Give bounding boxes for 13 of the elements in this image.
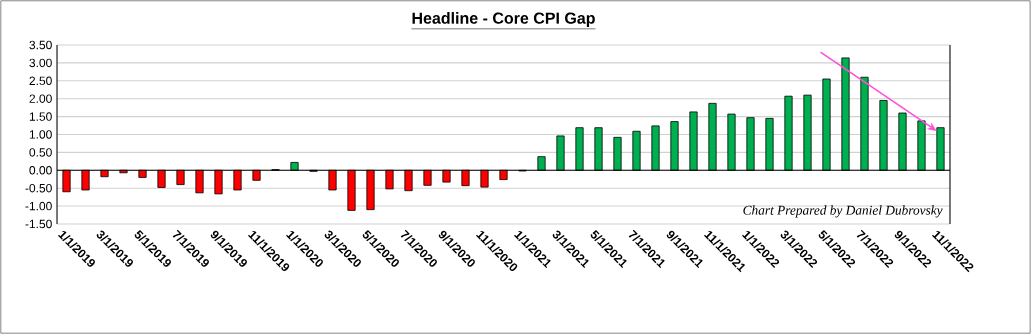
y-tick-label: -1.50: [25, 219, 52, 229]
y-tick-label: 2.00: [29, 94, 52, 103]
y-tick-label: -0.50: [25, 183, 52, 193]
y-tick-label: 2.50: [29, 76, 52, 86]
annotation: Chart Prepared by Daniel Dubrovsky: [743, 205, 943, 218]
y-tick-label: 3.50: [29, 40, 52, 50]
y-tick-label: 0.50: [29, 148, 52, 157]
chart-title: Headline - Core CPI Gap: [412, 12, 595, 27]
y-tick-label: 1.50: [29, 112, 52, 121]
y-tick-label: -1.00: [25, 201, 52, 211]
y-tick-label: 1.00: [29, 130, 52, 139]
y-tick-label: 0.00: [29, 166, 52, 175]
y-tick-label: 3.00: [29, 58, 52, 68]
